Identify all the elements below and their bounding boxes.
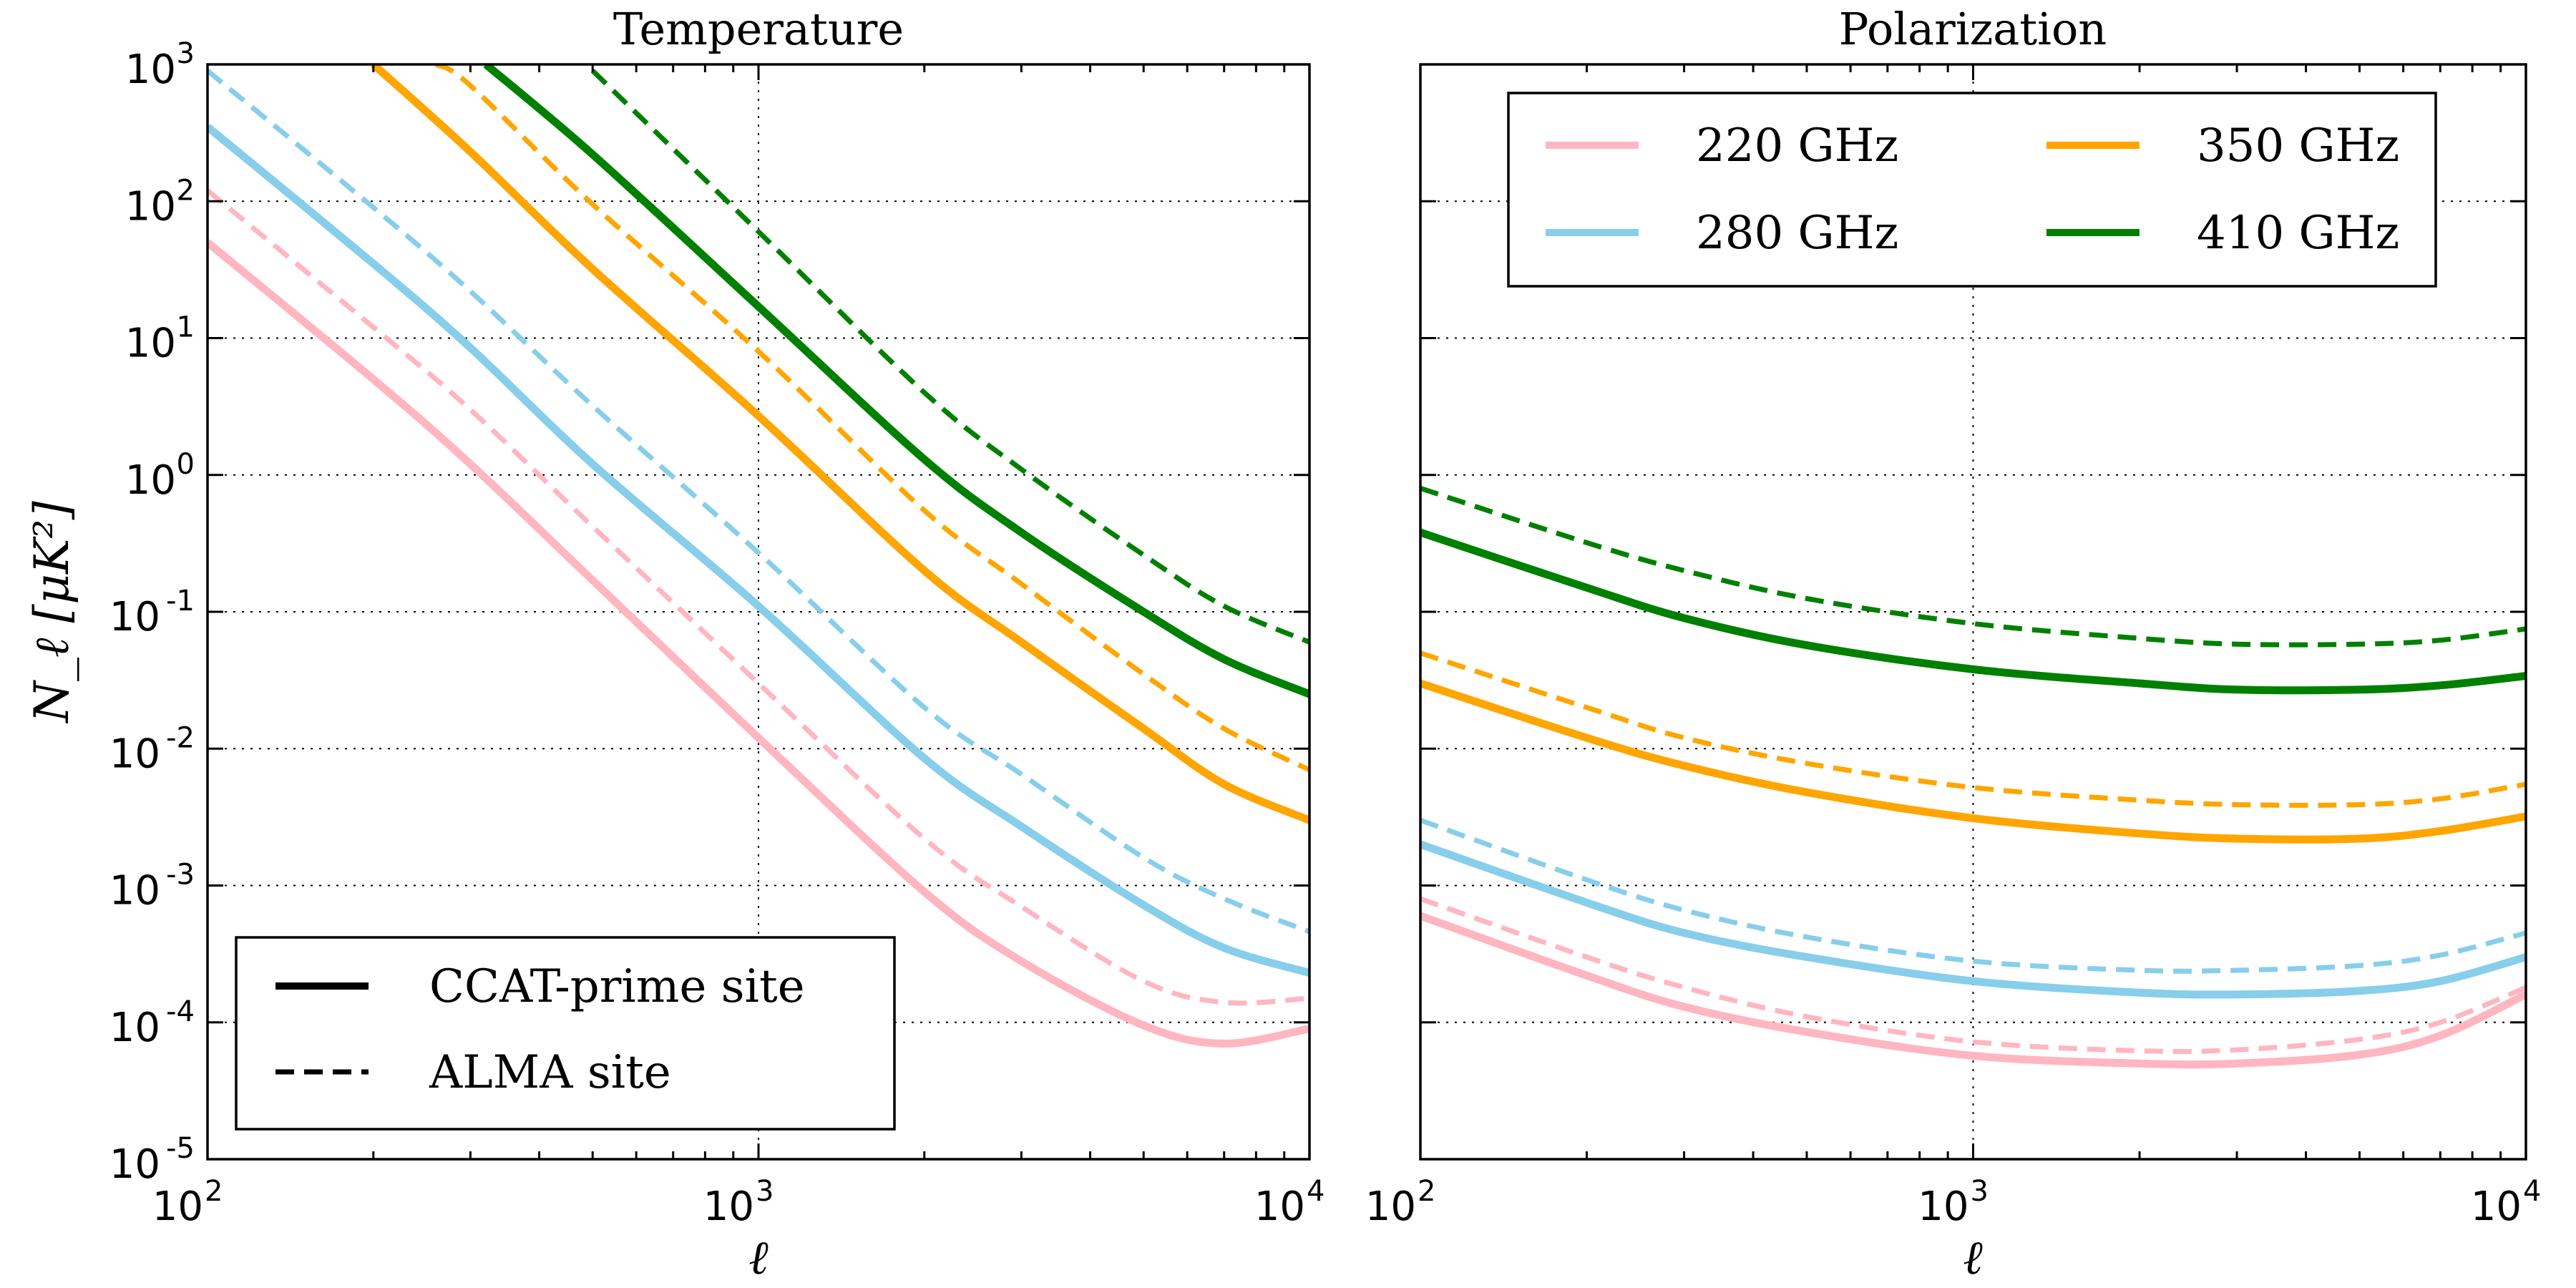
y-tick-label: 10 -2 bbox=[109, 721, 195, 777]
temperature-title: Temperature bbox=[613, 3, 904, 55]
svg-text:10: 10 bbox=[1254, 1184, 1305, 1230]
svg-text:4: 4 bbox=[2523, 1175, 2541, 1208]
y-tick-label: 10 0 bbox=[125, 448, 195, 504]
temperature-curves bbox=[208, 64, 1309, 1048]
y-tick-label: 10 -1 bbox=[109, 585, 195, 640]
temperature-x-axis-label: ℓ bbox=[748, 1230, 769, 1285]
polarization-title: Polarization bbox=[1839, 3, 2107, 55]
svg-text:10: 10 bbox=[125, 321, 176, 367]
polarization-curve-220ghz-alma bbox=[1420, 896, 2526, 1055]
polarization-curve-280ghz-ccat bbox=[1420, 840, 2526, 999]
polarization-x-tick-label: 10 2 bbox=[1365, 1175, 1436, 1230]
site-legend-frame bbox=[235, 936, 896, 1131]
temperature-x-tick-label: 10 3 bbox=[703, 1175, 774, 1230]
site-legend-ccat-label: CCAT-prime site bbox=[429, 960, 805, 1013]
temperature-x-tick-label: 10 2 bbox=[152, 1175, 223, 1230]
svg-text:0: 0 bbox=[177, 448, 195, 481]
svg-text:10: 10 bbox=[703, 1184, 754, 1230]
y-tick-label: 10 1 bbox=[125, 311, 195, 367]
temperature-x-tick-labels: 10 2 10 3 10 4 bbox=[152, 1175, 1325, 1230]
y-tick-label: 10 -5 bbox=[109, 1132, 195, 1188]
temperature-x-tick-label: 10 4 bbox=[1254, 1175, 1325, 1230]
svg-text:2: 2 bbox=[177, 174, 195, 207]
legend-label-350ghz: 350 GHz bbox=[2197, 119, 2399, 172]
temperature-curve-220ghz-ccat bbox=[208, 239, 1309, 1048]
svg-text:10: 10 bbox=[109, 594, 160, 640]
temperature-curve-410ghz-ccat bbox=[483, 64, 1309, 698]
svg-text:10: 10 bbox=[125, 457, 176, 504]
svg-text:-1: -1 bbox=[166, 585, 195, 618]
svg-text:3: 3 bbox=[756, 1175, 774, 1208]
svg-text:-2: -2 bbox=[166, 721, 195, 754]
svg-text:10: 10 bbox=[152, 1184, 203, 1230]
svg-text:3: 3 bbox=[1971, 1175, 1989, 1208]
temperature-curve-350ghz-ccat bbox=[371, 64, 1309, 824]
temperature-curve-220ghz-alma bbox=[208, 188, 1309, 1006]
y-tick-label: 10 -4 bbox=[109, 995, 195, 1051]
polarization-x-tick-labels: 10 2 10 3 10 4 bbox=[1365, 1175, 2542, 1230]
svg-text:1: 1 bbox=[177, 311, 195, 344]
temperature-curve-410ghz-alma bbox=[590, 69, 1309, 645]
svg-text:10: 10 bbox=[109, 868, 160, 914]
svg-text:2: 2 bbox=[205, 1175, 223, 1208]
svg-text:2: 2 bbox=[1418, 1175, 1435, 1208]
polarization-curve-350ghz-ccat bbox=[1420, 679, 2526, 844]
frequency-legend: 220 GHz 350 GHz 280 GHz 410 GHz bbox=[1507, 92, 2437, 288]
y-axis-label: N_ℓ [μK²] bbox=[24, 501, 79, 724]
svg-text:10: 10 bbox=[1365, 1184, 1416, 1230]
site-legend-alma-label: ALMA site bbox=[429, 1046, 671, 1099]
legend-label-280ghz: 280 GHz bbox=[1696, 207, 1898, 260]
polarization-ticks bbox=[1419, 63, 2527, 1161]
svg-text:10: 10 bbox=[125, 47, 176, 93]
svg-text:-4: -4 bbox=[166, 995, 195, 1028]
svg-text:4: 4 bbox=[1307, 1175, 1324, 1208]
temperature-curve-280ghz-alma bbox=[208, 69, 1309, 935]
polarization-curves bbox=[1420, 485, 2526, 1069]
svg-text:10: 10 bbox=[109, 1141, 160, 1188]
polarization-curve-280ghz-alma bbox=[1420, 818, 2526, 974]
legend-label-410ghz: 410 GHz bbox=[2197, 207, 2399, 260]
polarization-curve-410ghz-alma bbox=[1420, 485, 2526, 648]
svg-text:3: 3 bbox=[177, 37, 195, 70]
svg-text:-3: -3 bbox=[166, 859, 195, 892]
temperature-curve-280ghz-ccat bbox=[208, 123, 1309, 977]
y-tick-label: 10 2 bbox=[125, 174, 195, 230]
svg-text:10: 10 bbox=[1918, 1184, 1968, 1230]
svg-text:10: 10 bbox=[109, 731, 160, 777]
y-tick-label: 10 -3 bbox=[109, 859, 195, 914]
svg-text:-5: -5 bbox=[166, 1132, 195, 1165]
svg-text:10: 10 bbox=[125, 183, 176, 230]
polarization-x-axis-label: ℓ bbox=[1963, 1230, 1983, 1285]
temperature-ticks bbox=[206, 63, 1311, 1161]
polarization-panel: 10 2 10 3 10 4 Polarization ℓ 220 GHz 350 GHz… bbox=[1365, 3, 2542, 1285]
polarization-curve-410ghz-ccat bbox=[1420, 528, 2526, 695]
legend-label-220ghz: 220 GHz bbox=[1696, 119, 1898, 172]
polarization-x-tick-label: 10 4 bbox=[2471, 1175, 2542, 1230]
temperature-curve-350ghz-alma bbox=[434, 64, 1309, 773]
svg-text:10: 10 bbox=[2471, 1184, 2522, 1230]
svg-text:10: 10 bbox=[109, 1005, 160, 1051]
polarization-x-tick-label: 10 3 bbox=[1918, 1175, 1989, 1230]
frequency-legend-frame bbox=[1507, 92, 2437, 288]
polarization-curve-220ghz-ccat bbox=[1420, 912, 2526, 1069]
y-tick-label: 10 3 bbox=[125, 37, 195, 93]
polarization-curve-350ghz-alma bbox=[1420, 650, 2526, 808]
site-legend: CCAT-prime site ALMA site bbox=[235, 936, 896, 1131]
